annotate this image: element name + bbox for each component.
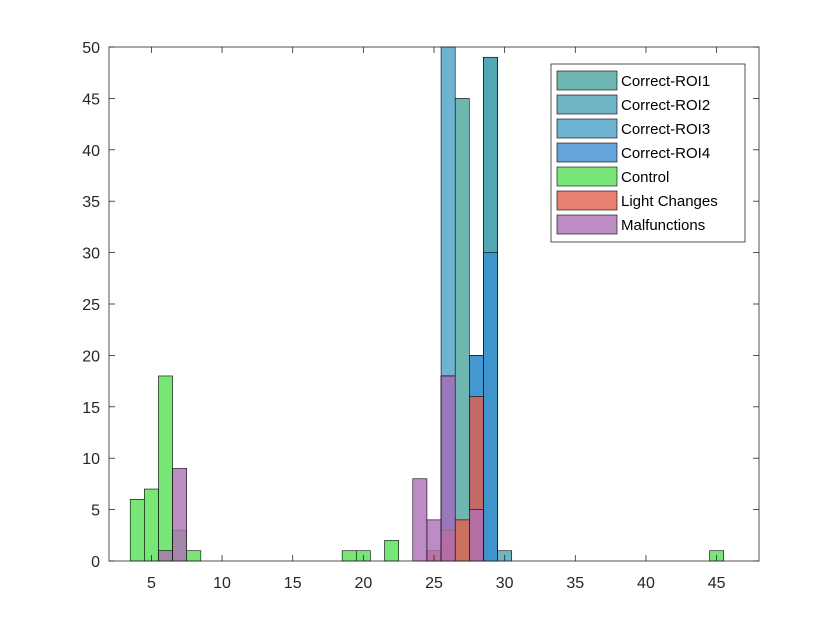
- legend: Correct-ROI1 Correct-ROI2 Correct-ROI3 Corr…: [550, 63, 746, 243]
- x-tick-label-10: 10: [213, 575, 231, 592]
- bar-control-22: [384, 540, 399, 562]
- bar-correct-roi4-29: [483, 252, 498, 562]
- legend-label-light-changes: Light Changes: [621, 193, 718, 210]
- legend-swatch-correct-roi1: [556, 70, 618, 91]
- legend-swatch-correct-roi3: [556, 118, 618, 139]
- y-tick-label-0: 0: [91, 554, 100, 571]
- x-tick-label-5: 5: [147, 575, 156, 592]
- bar-correct-roi1-27: [454, 98, 470, 562]
- bar-malfunctions-24: [412, 478, 428, 562]
- bar-control-8: [186, 550, 202, 562]
- y-tick-label-40: 40: [82, 143, 100, 160]
- x-tick-label-20: 20: [354, 575, 372, 592]
- legend-label-correct-roi4: Correct-ROI4: [621, 145, 710, 162]
- x-tick-label-35: 35: [566, 575, 584, 592]
- bar-malfunctions-28: [469, 509, 484, 562]
- x-tick-label-15: 15: [284, 575, 302, 592]
- legend-label-control: Control: [621, 169, 669, 186]
- legend-swatch-correct-roi2: [556, 94, 618, 115]
- bar-control-6: [158, 375, 173, 562]
- bar-control-4: [129, 499, 145, 562]
- bars-layer: [129, 46, 724, 562]
- y-tick-label-25: 25: [82, 297, 100, 314]
- bar-malfunctions-6: [158, 550, 173, 562]
- bar-control-19: [341, 550, 357, 562]
- bar-control-5: [144, 488, 159, 562]
- y-tick-label-20: 20: [82, 348, 100, 365]
- legend-swatch-malfunctions: [556, 214, 618, 235]
- legend-label-malfunctions: Malfunctions: [621, 217, 705, 234]
- x-tick-label-25: 25: [425, 575, 443, 592]
- legend-label-correct-roi1: Correct-ROI1: [621, 73, 710, 90]
- bar-malfunctions-25: [426, 519, 442, 562]
- y-tick-label-30: 30: [82, 246, 100, 263]
- y-tick-label-35: 35: [82, 194, 100, 211]
- y-tick-label-50: 50: [82, 40, 100, 57]
- x-tick-label-40: 40: [637, 575, 655, 592]
- y-tick-label-15: 15: [82, 400, 100, 417]
- legend-label-correct-roi2: Correct-ROI2: [621, 97, 710, 114]
- bar-light-changes-27: [454, 519, 470, 562]
- axes-layer: 5 10 15 20 25 30 35 40 45 0 5 10 15 20 25 30 35 40 45 50: [82, 40, 760, 592]
- y-tick-label-5: 5: [91, 503, 100, 520]
- legend-swatch-light-changes: [556, 190, 618, 211]
- x-tick-label-45: 45: [708, 575, 726, 592]
- x-tick-label-30: 30: [496, 575, 514, 592]
- y-tick-label-10: 10: [82, 451, 100, 468]
- legend-swatch-correct-roi4: [556, 142, 618, 163]
- bar-malfunctions-26: [440, 375, 456, 562]
- y-tick-label-45: 45: [82, 91, 100, 108]
- bar-malfunctions-7: [172, 468, 188, 562]
- legend-swatch-control: [556, 166, 618, 187]
- legend-label-correct-roi3: Correct-ROI3: [621, 121, 710, 138]
